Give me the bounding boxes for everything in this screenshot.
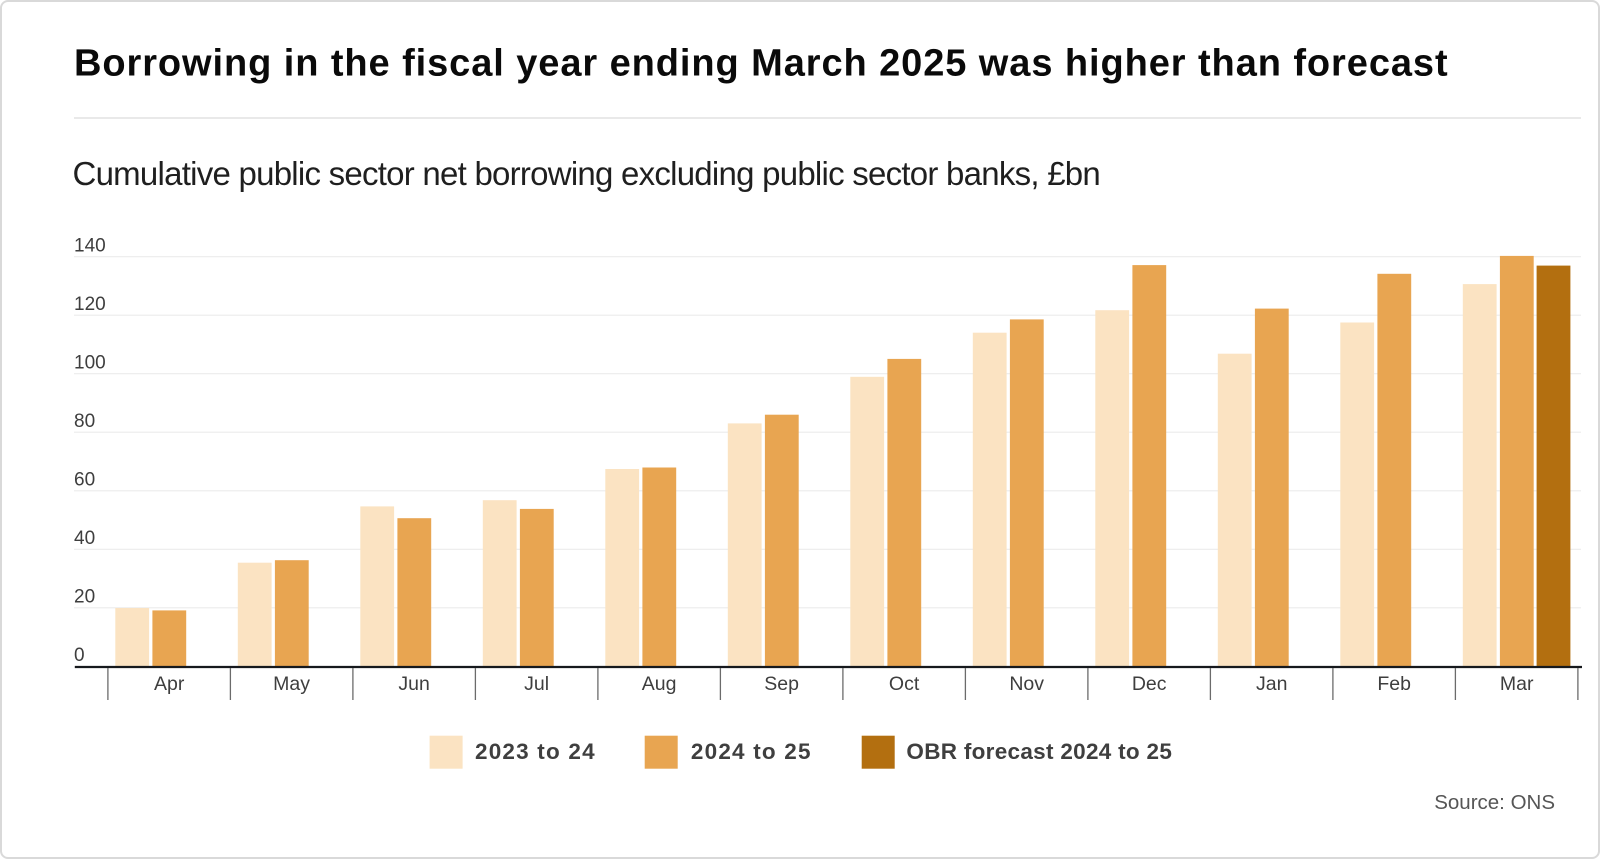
svg-text:Sep: Sep	[764, 673, 799, 695]
svg-text:60: 60	[74, 469, 95, 490]
svg-text:20: 20	[74, 586, 95, 607]
svg-text:Dec: Dec	[1132, 673, 1167, 695]
svg-text:40: 40	[74, 528, 95, 549]
svg-text:Oct: Oct	[889, 673, 920, 695]
svg-text:80: 80	[74, 411, 95, 432]
svg-text:Cumulative public sector net b: Cumulative public sector net borrowing e…	[73, 155, 1101, 192]
svg-text:120: 120	[74, 294, 106, 315]
svg-text:Nov: Nov	[1009, 673, 1044, 695]
svg-text:Source: ONS: Source: ONS	[1434, 791, 1555, 814]
svg-text:140: 140	[74, 235, 106, 256]
svg-text:Jul: Jul	[524, 673, 549, 695]
svg-text:2024 to 25: 2024 to 25	[691, 739, 812, 764]
svg-text:Mar: Mar	[1500, 673, 1534, 695]
svg-text:OBR forecast 2024 to 25: OBR forecast 2024 to 25	[906, 739, 1172, 764]
svg-text:Apr: Apr	[154, 673, 185, 695]
svg-text:0: 0	[74, 645, 85, 666]
svg-text:Aug: Aug	[642, 673, 677, 695]
svg-text:Jan: Jan	[1256, 673, 1287, 695]
svg-text:Borrowing in the fiscal year e: Borrowing in the fiscal year ending Marc…	[74, 43, 1449, 85]
svg-text:2023 to 24: 2023 to 24	[475, 739, 596, 764]
svg-text:May: May	[273, 673, 310, 695]
svg-text:Feb: Feb	[1377, 673, 1411, 695]
svg-text:100: 100	[74, 352, 106, 373]
svg-text:Jun: Jun	[398, 673, 429, 695]
